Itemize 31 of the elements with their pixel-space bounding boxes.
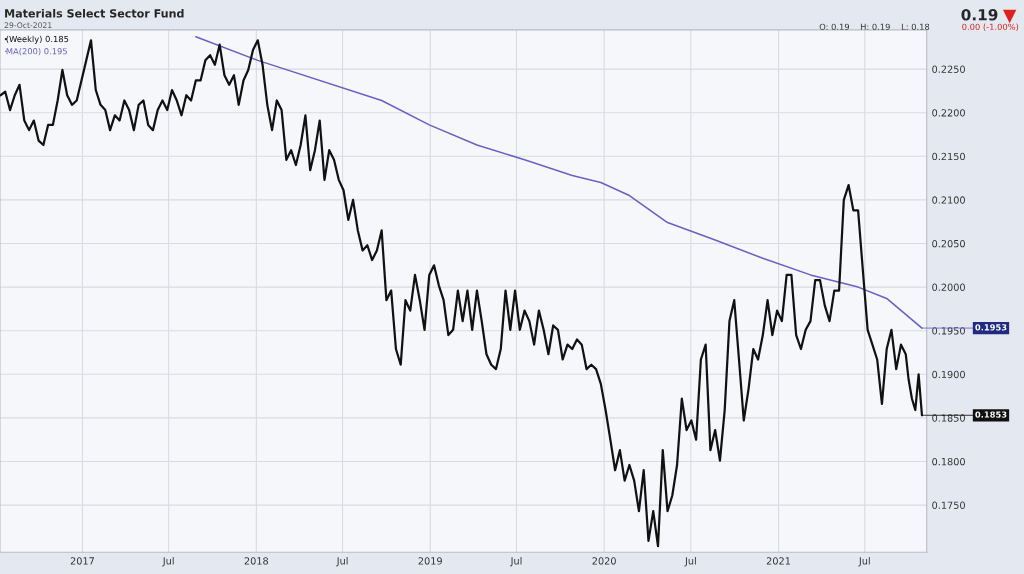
x-tick-label: 2021 bbox=[766, 557, 791, 565]
y-tick-label: 0.2250 bbox=[932, 65, 965, 73]
annotation: L: 0.18 bbox=[901, 23, 930, 30]
chart-title: Materials Select Sector Fund bbox=[5, 8, 184, 18]
x-tick-label: Jul bbox=[858, 557, 870, 567]
y-tick-label: 0.2150 bbox=[932, 152, 965, 161]
y-tick-label: 0.1950 bbox=[932, 327, 965, 335]
x-tick-label: Jul bbox=[510, 557, 522, 567]
y-tick-label: 0.2200 bbox=[932, 109, 965, 117]
x-tick-label: 2018 bbox=[244, 557, 269, 565]
y-tick-label: 0.1800 bbox=[932, 457, 965, 466]
legend-label: MA(200) 0.195 bbox=[6, 47, 67, 56]
annotation: 0.1853 bbox=[975, 411, 1007, 418]
y-tick-label: 0.2100 bbox=[932, 196, 965, 204]
y-tick-label: 0.1850 bbox=[932, 414, 965, 422]
x-tick-label: 2020 bbox=[592, 557, 616, 565]
x-tick-label: Jul bbox=[684, 557, 696, 567]
annotation: 0.1953 bbox=[975, 324, 1007, 331]
legend-label: (Weekly) 0.185 bbox=[6, 35, 69, 44]
x-tick-label: 2019 bbox=[418, 557, 442, 565]
y-tick-label: 0.2000 bbox=[932, 283, 965, 291]
annotation: O: 0.19 bbox=[819, 23, 850, 30]
x-tick-label: Jul bbox=[336, 557, 348, 567]
y-tick-label: 0.1750 bbox=[932, 501, 965, 509]
x-tick-label: Jul bbox=[162, 557, 174, 567]
x-tick-label: 2017 bbox=[70, 557, 94, 565]
y-tick-label: 0.2050 bbox=[932, 239, 965, 248]
text: 0.19 bbox=[961, 8, 998, 21]
y-tick-label: 0.1900 bbox=[932, 370, 965, 379]
text: 0.00 (-1.00%) bbox=[962, 23, 1019, 31]
annotation: H: 0.19 bbox=[860, 23, 890, 30]
